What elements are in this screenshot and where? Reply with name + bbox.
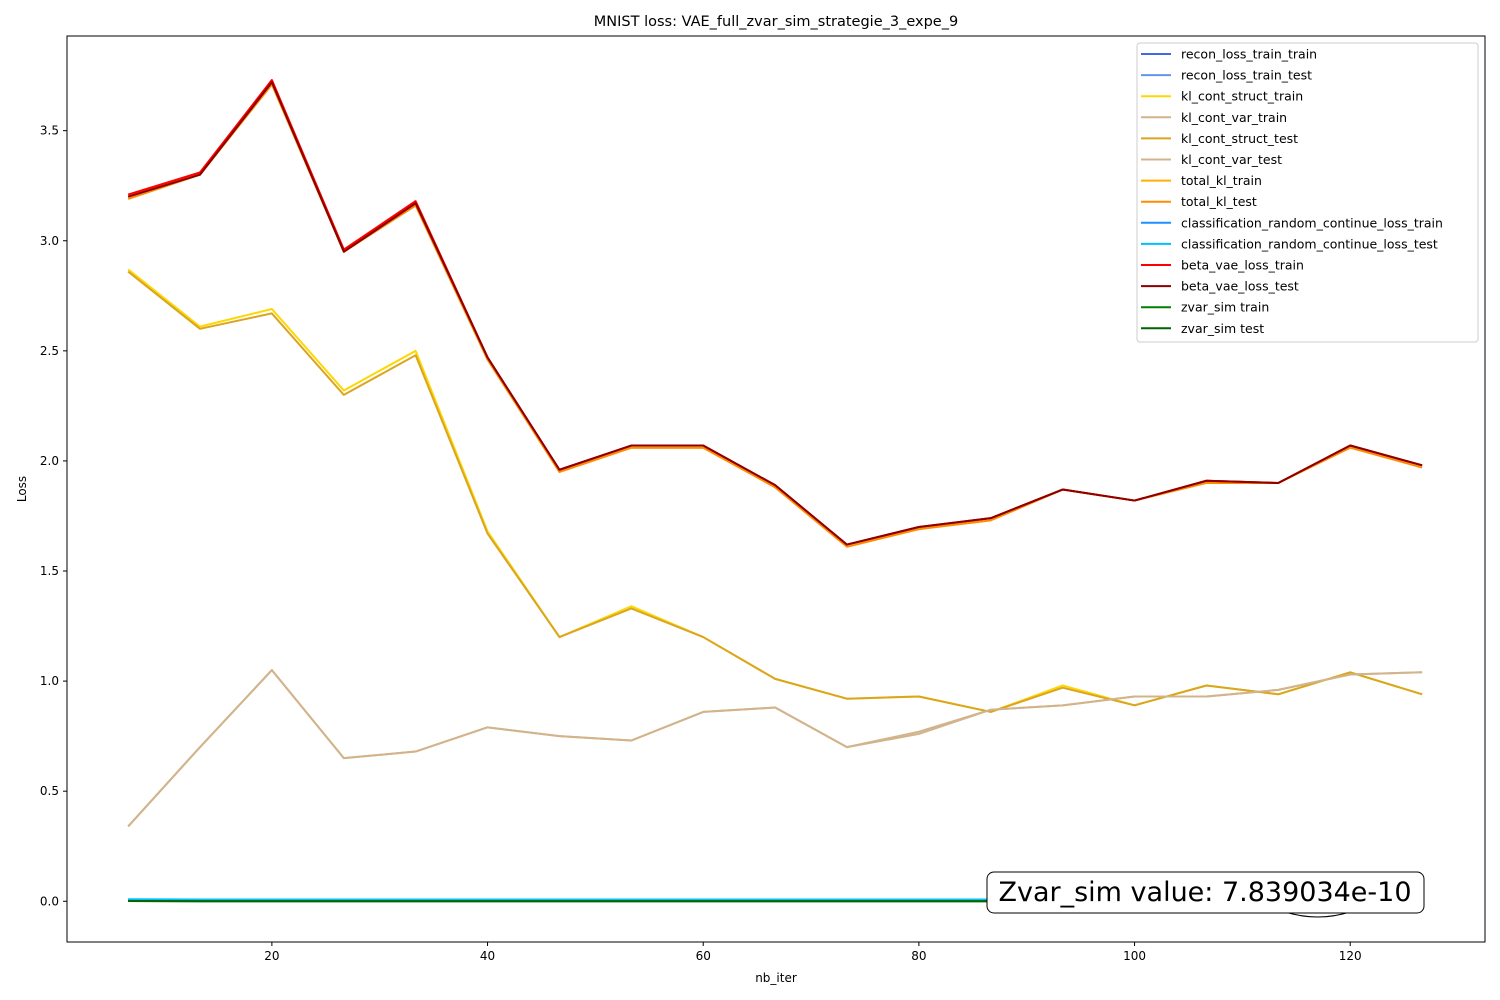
legend-label-kl-cont-var-test: kl_cont_var_test <box>1181 152 1282 167</box>
legend: recon_loss_train_train recon_loss_train_t… <box>1136 42 1479 343</box>
annotation-arrow <box>1284 911 1351 918</box>
x-tick-label: 60 <box>696 949 711 963</box>
x-tick-label: 40 <box>480 949 495 963</box>
x-axis: 20 40 60 80 100 120 <box>264 942 1362 963</box>
legend-label-beta-vae-loss-train: beta_vae_loss_train <box>1181 258 1304 273</box>
legend-label-classification-random-continue-loss-test: classification_random_continue_loss_test <box>1181 236 1438 251</box>
x-tick-label: 80 <box>911 949 926 963</box>
y-tick-label: 2.5 <box>40 344 59 358</box>
series-line-kl-cont-var-test <box>127 669 1423 828</box>
annotation-box <box>986 871 1425 914</box>
legend-label-recon-loss-train-train: recon_loss_train_train <box>1181 47 1317 62</box>
legend-label-kl-cont-struct-test: kl_cont_struct_test <box>1181 131 1298 146</box>
legend-label-zvar-sim-train: zvar_sim train <box>1181 300 1269 315</box>
legend-label-classification-random-continue-loss-train: classification_random_continue_loss_trai… <box>1181 215 1443 230</box>
x-tick-label: 20 <box>264 949 279 963</box>
legend-label-zvar-sim-test: zvar_sim test <box>1181 321 1264 336</box>
annotation-text: Zvar_sim value: 7.839034e-10 <box>998 877 1411 908</box>
legend-label-total-kl-train: total_kl_train <box>1181 173 1262 188</box>
y-tick-label: 1.0 <box>40 674 59 688</box>
y-axis: 0.0 0.5 1.0 1.5 2.0 2.5 3.0 3.5 <box>40 124 67 908</box>
x-axis-label: nb_iter <box>755 971 797 985</box>
legend-label-kl-cont-struct-train: kl_cont_struct_train <box>1181 89 1303 104</box>
legend-entries: recon_loss_train_train recon_loss_train_t… <box>1141 47 1443 336</box>
y-tick-label: 2.0 <box>40 454 59 468</box>
legend-box <box>1136 42 1479 343</box>
y-tick-label: 0.0 <box>40 894 59 908</box>
x-tick-label: 100 <box>1123 949 1146 963</box>
y-tick-label: 0.5 <box>40 784 59 798</box>
series-line-beta-vae-loss-test <box>127 81 1423 546</box>
series-line-kl-cont-struct-test <box>127 270 1423 713</box>
zvar-sim-annotation: Zvar_sim value: 7.839034e-10 <box>986 871 1425 918</box>
legend-label-beta-vae-loss-test: beta_vae_loss_test <box>1181 279 1299 294</box>
y-axis-label: Loss <box>15 476 29 502</box>
legend-label-total-kl-test: total_kl_test <box>1181 194 1257 209</box>
legend-label-kl-cont-var-train: kl_cont_var_train <box>1181 110 1287 125</box>
chart-title: MNIST loss: VAE_full_zvar_sim_strategie_… <box>594 14 958 30</box>
plot-frame <box>66 35 1486 943</box>
x-tick-label: 120 <box>1339 949 1362 963</box>
y-tick-label: 1.5 <box>40 564 59 578</box>
y-tick-label: 3.0 <box>40 234 59 248</box>
y-tick-label: 3.5 <box>40 124 59 138</box>
legend-label-recon-loss-train-test: recon_loss_train_test <box>1181 68 1312 83</box>
